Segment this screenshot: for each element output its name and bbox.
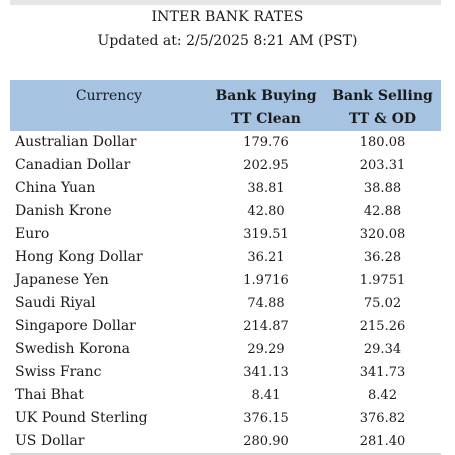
table-row: Saudi Riyal 74.88 75.02 (10, 292, 441, 315)
bank-selling-rate: 29.34 (363, 342, 402, 357)
column-header-bank-selling-line2: TT & OD (348, 111, 417, 127)
bank-buying-rate: 29.29 (247, 342, 285, 357)
bank-buying-rate: 319.51 (243, 227, 289, 242)
column-header-bank-buying-line2: TT Clean (231, 111, 301, 127)
bank-selling-rate: 376.82 (359, 411, 406, 426)
bank-selling-rate: 36.28 (363, 250, 402, 265)
table-row: Swedish Korona 29.29 29.34 (10, 338, 441, 361)
column-header-currency: Currency (10, 80, 208, 131)
currency-name: Hong Kong Dollar (15, 249, 143, 265)
table-row: Canadian Dollar 202.95 203.31 (10, 154, 441, 177)
currency-name: Thai Bhat (15, 387, 84, 403)
currency-name: US Dollar (15, 433, 85, 449)
table-row: Swiss Franc 341.13 341.73 (10, 361, 441, 384)
table-row: Singapore Dollar 214.87 215.26 (10, 315, 441, 338)
bank-selling-rate: 341.73 (359, 365, 406, 380)
column-header-bank-selling-line1: Bank Selling (332, 88, 433, 104)
table-row: Danish Krone 42.80 42.88 (10, 200, 441, 223)
top-divider (10, 0, 441, 5)
rates-table: Currency Bank Buying TT Clean Bank Selli… (10, 80, 441, 455)
bank-selling-rate: 1.9751 (359, 273, 406, 288)
bank-selling-rate: 203.31 (359, 158, 406, 173)
bank-selling-rate: 281.40 (359, 434, 406, 449)
table-row: Hong Kong Dollar 36.21 36.28 (10, 246, 441, 269)
bank-buying-rate: 202.95 (243, 158, 289, 173)
table-row: US Dollar 280.90 281.40 (10, 430, 441, 454)
table-row: Thai Bhat 8.41 8.42 (10, 384, 441, 407)
bank-buying-rate: 74.88 (247, 296, 285, 311)
bank-selling-rate: 38.88 (363, 181, 402, 196)
currency-name: Swiss Franc (15, 364, 102, 380)
table-row: Australian Dollar 179.76 180.08 (10, 131, 441, 154)
table-row: China Yuan 38.81 38.88 (10, 177, 441, 200)
column-header-bank-buying-line1: Bank Buying (215, 88, 317, 104)
currency-name: Japanese Yen (15, 272, 109, 288)
currency-name: Euro (15, 226, 50, 242)
currency-name: Singapore Dollar (15, 318, 136, 334)
table-row: Japanese Yen 1.9716 1.9751 (10, 269, 441, 292)
page-title: INTER BANK RATES (151, 9, 304, 25)
bank-buying-rate: 376.15 (243, 411, 289, 426)
currency-name: Saudi Riyal (15, 295, 96, 311)
rates-table-body: Australian Dollar 179.76 180.08 Canadian Do… (10, 131, 441, 454)
bank-selling-rate: 42.88 (363, 204, 402, 219)
bank-buying-rate: 280.90 (243, 434, 289, 449)
currency-name: UK Pound Sterling (15, 410, 148, 426)
bank-buying-rate: 179.76 (243, 135, 289, 150)
table-header-row: Currency Bank Buying TT Clean Bank Selli… (10, 80, 441, 131)
bank-selling-rate: 180.08 (359, 135, 406, 150)
bank-buying-rate: 341.13 (243, 365, 289, 380)
bank-selling-rate: 215.26 (359, 319, 406, 334)
currency-name: Australian Dollar (15, 134, 137, 150)
bank-buying-rate: 38.81 (247, 181, 285, 196)
column-header-bank-buying: Bank Buying TT Clean (208, 80, 324, 131)
currency-name: Swedish Korona (15, 341, 130, 357)
currency-name: Danish Krone (15, 203, 112, 219)
table-row: UK Pound Sterling 376.15 376.82 (10, 407, 441, 430)
bank-buying-rate: 42.80 (247, 204, 285, 219)
column-header-currency-label: Currency (75, 88, 143, 104)
column-header-bank-selling: Bank Selling TT & OD (324, 80, 441, 131)
bank-selling-rate: 75.02 (363, 296, 402, 311)
bank-buying-rate: 1.9716 (243, 273, 289, 288)
updated-timestamp: Updated at: 2/5/2025 8:21 AM (PST) (97, 33, 358, 49)
currency-name: Canadian Dollar (15, 157, 131, 173)
bank-buying-rate: 214.87 (243, 319, 289, 334)
table-row: Euro 319.51 320.08 (10, 223, 441, 246)
currency-name: China Yuan (15, 180, 96, 196)
bank-selling-rate: 8.42 (368, 388, 397, 403)
bank-buying-rate: 8.41 (251, 388, 281, 403)
bank-selling-rate: 320.08 (359, 227, 406, 242)
bank-buying-rate: 36.21 (247, 250, 285, 265)
